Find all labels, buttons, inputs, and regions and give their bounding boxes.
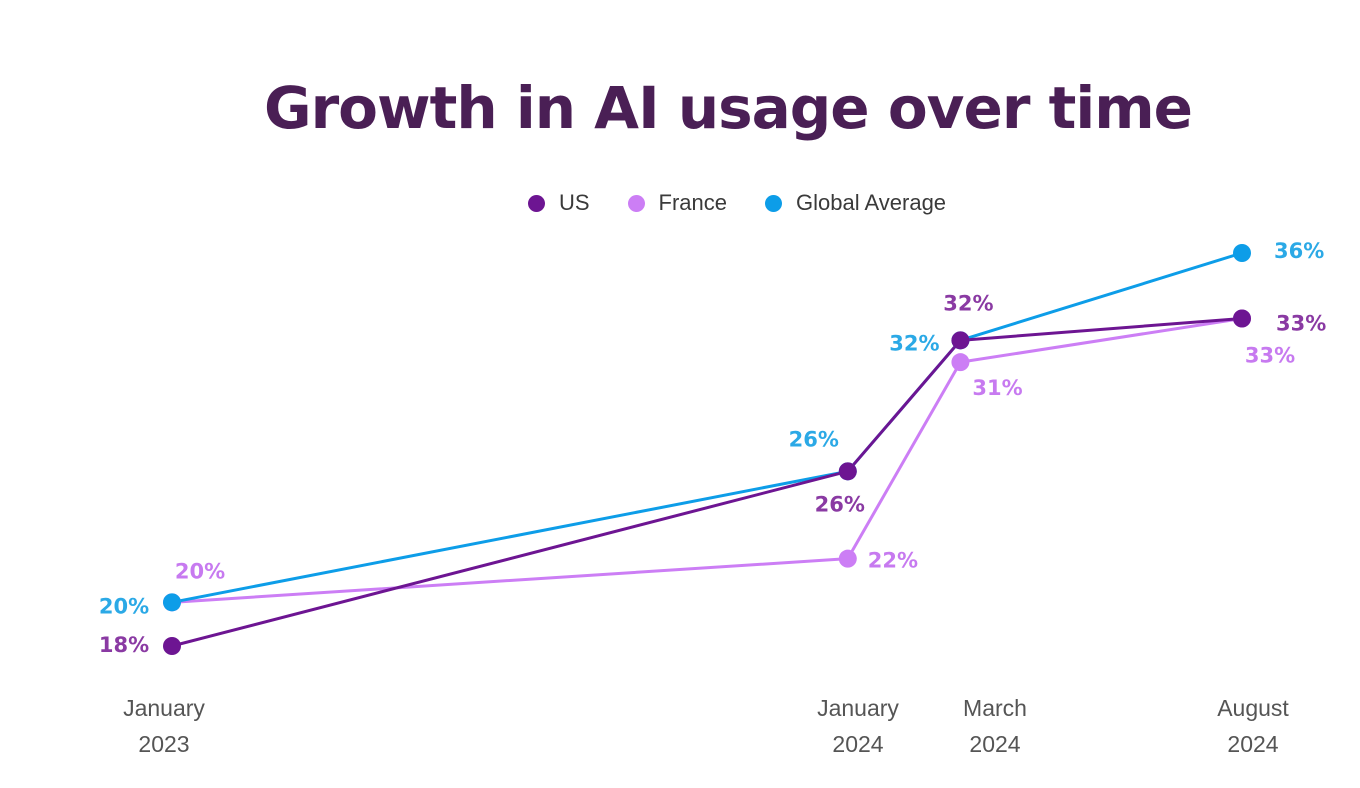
data-label-us-1: 26% bbox=[815, 492, 865, 516]
data-label-france-0: 20% bbox=[175, 559, 225, 583]
data-point-us-3 bbox=[1233, 309, 1251, 328]
x-tick-label-year-1: 2024 bbox=[832, 731, 883, 757]
x-tick-label-year-2: 2024 bbox=[969, 731, 1020, 757]
legend-marker-us bbox=[527, 194, 545, 212]
data-label-global-average-2: 32% bbox=[889, 331, 939, 355]
data-label-france-1: 22% bbox=[868, 549, 918, 573]
data-label-france-2: 31% bbox=[972, 376, 1022, 400]
data-label-global-average-1: 26% bbox=[789, 427, 839, 451]
series-line-us bbox=[171, 317, 1243, 648]
data-point-us-2 bbox=[951, 331, 970, 350]
legend-label-us: US bbox=[558, 190, 590, 215]
legend-item-global-average: Global Average bbox=[765, 190, 946, 216]
data-label-france-3: 33% bbox=[1245, 344, 1295, 368]
x-tick-label-year-0: 2023 bbox=[138, 731, 189, 757]
legend-marker-france bbox=[627, 194, 645, 212]
data-label-us-0: 18% bbox=[99, 633, 149, 657]
data-point-global-average-0 bbox=[163, 593, 181, 612]
legend-item-france: France bbox=[627, 190, 727, 216]
legend-marker-global-average bbox=[765, 194, 782, 212]
legend-item-us: US bbox=[527, 190, 590, 216]
chart-title: Growth in AI usage over time bbox=[263, 74, 1193, 142]
data-point-france-2 bbox=[951, 353, 970, 372]
legend: US France Global Average bbox=[0, 190, 1360, 216]
x-tick-label-month-0: January bbox=[123, 695, 205, 721]
data-label-global-average-3: 36% bbox=[1274, 239, 1324, 263]
legend-label-france: France bbox=[658, 190, 727, 215]
x-tick-label-month-1: January bbox=[817, 695, 899, 721]
x-tick-label-month-2: March bbox=[963, 695, 1027, 721]
data-point-us-1 bbox=[838, 462, 857, 481]
x-tick-label-year-3: 2024 bbox=[1227, 731, 1278, 757]
x-tick-label-month-3: August bbox=[1217, 695, 1289, 721]
data-label-global-average-0: 20% bbox=[99, 594, 149, 618]
legend-label-global-average: Global Average bbox=[796, 190, 947, 215]
data-label-us-3: 33% bbox=[1276, 312, 1326, 336]
data-point-france-1 bbox=[838, 549, 857, 568]
data-label-us-2: 32% bbox=[943, 291, 993, 315]
data-point-us-0 bbox=[163, 637, 181, 655]
series-line-global-average bbox=[171, 251, 1243, 604]
series-line-france bbox=[171, 317, 1243, 604]
data-point-global-average-3 bbox=[1233, 244, 1251, 262]
